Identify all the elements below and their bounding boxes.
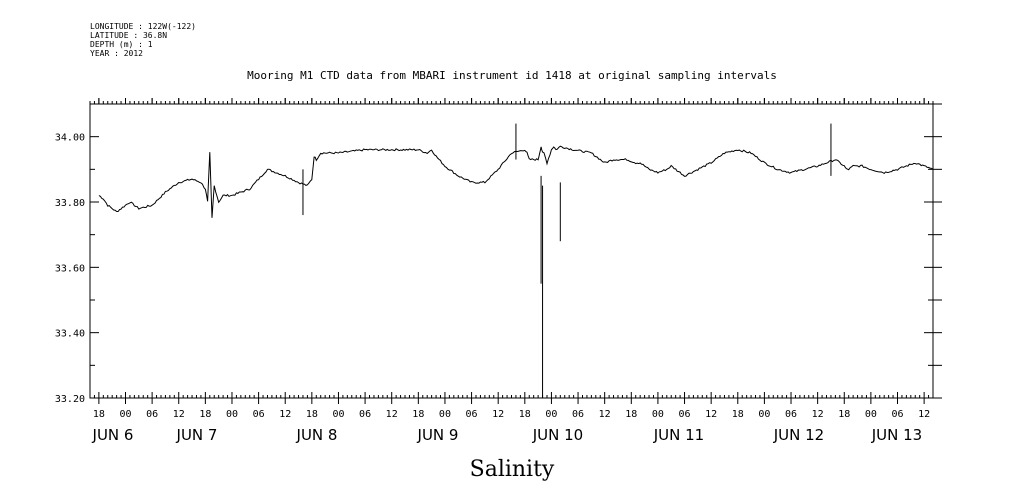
x-tick-label: 00	[652, 409, 664, 420]
x-tick-label: 00	[865, 409, 877, 420]
x-tick-label: 00	[439, 409, 451, 420]
x-tick-label: 12	[279, 409, 291, 420]
x-tick-label: 18	[838, 409, 850, 420]
x-tick-label: 00	[758, 409, 770, 420]
x-tick-label: 12	[812, 409, 824, 420]
x-tick-label: 00	[332, 409, 344, 420]
x-axis-title: Salinity	[470, 457, 555, 482]
y-tick-label: 33.80	[55, 198, 85, 209]
x-day-label: JUN 8	[296, 426, 338, 444]
x-day-label: JUN 6	[92, 426, 134, 444]
x-tick-label: 06	[679, 409, 691, 420]
x-tick-label: 18	[306, 409, 318, 420]
chart-title: Mooring M1 CTD data from MBARI instrumen…	[247, 69, 777, 82]
x-tick-label: 12	[173, 409, 185, 420]
x-tick-label: 18	[519, 409, 531, 420]
x-tick-label: 00	[545, 409, 557, 420]
x-tick-label: 06	[146, 409, 158, 420]
x-day-label: JUN 9	[417, 426, 459, 444]
x-tick-label: 18	[732, 409, 744, 420]
x-tick-label: 06	[253, 409, 265, 420]
y-tick-label: 33.60	[55, 263, 85, 274]
x-tick-label: 00	[226, 409, 238, 420]
x-tick-label: 12	[386, 409, 398, 420]
x-day-label: JUN 13	[871, 426, 922, 444]
metadata-block: LONGITUDE : 122W(-122) LATITUDE : 36.8N …	[90, 22, 196, 58]
x-tick-label: 18	[625, 409, 637, 420]
depth-label: DEPTH (m) : 1	[90, 40, 153, 49]
x-day-label: JUN 12	[773, 426, 824, 444]
x-tick-label: 06	[891, 409, 903, 420]
x-tick-label: 12	[705, 409, 717, 420]
x-axis: 18 00 06 12 18 00 06 12 18 00 06 12 18 00 06 12 18 00 06 12…	[89, 98, 934, 444]
y-tick-label: 33.20	[55, 394, 85, 405]
x-tick-label: 06	[572, 409, 584, 420]
x-day-label: JUN 11	[653, 426, 704, 444]
x-tick-label: 06	[466, 409, 478, 420]
x-tick-label: 12	[492, 409, 504, 420]
x-tick-label: 06	[359, 409, 371, 420]
salinity-series-line	[98, 145, 934, 218]
x-day-label: JUN 7	[176, 426, 218, 444]
y-tick-label: 34.00	[55, 133, 85, 144]
plot-frame	[89, 103, 934, 399]
x-tick-label: 12	[918, 409, 930, 420]
x-day-label: JUN 10	[532, 426, 583, 444]
x-tick-label: 12	[599, 409, 611, 420]
x-tick-label: 18	[199, 409, 211, 420]
x-tick-label: 00	[119, 409, 131, 420]
longitude-label: LONGITUDE : 122W(-122)	[90, 22, 196, 31]
series-group	[98, 123, 934, 398]
x-tick-label: 18	[412, 409, 424, 420]
y-tick-label: 33.40	[55, 329, 85, 340]
x-tick-label: 06	[785, 409, 797, 420]
year-label: YEAR : 2012	[90, 49, 143, 58]
x-tick-label: 18	[93, 409, 105, 420]
y-axis: 33.20 33.40 33.60 33.80 34.00	[55, 103, 942, 405]
latitude-label: LATITUDE : 36.8N	[90, 31, 168, 40]
